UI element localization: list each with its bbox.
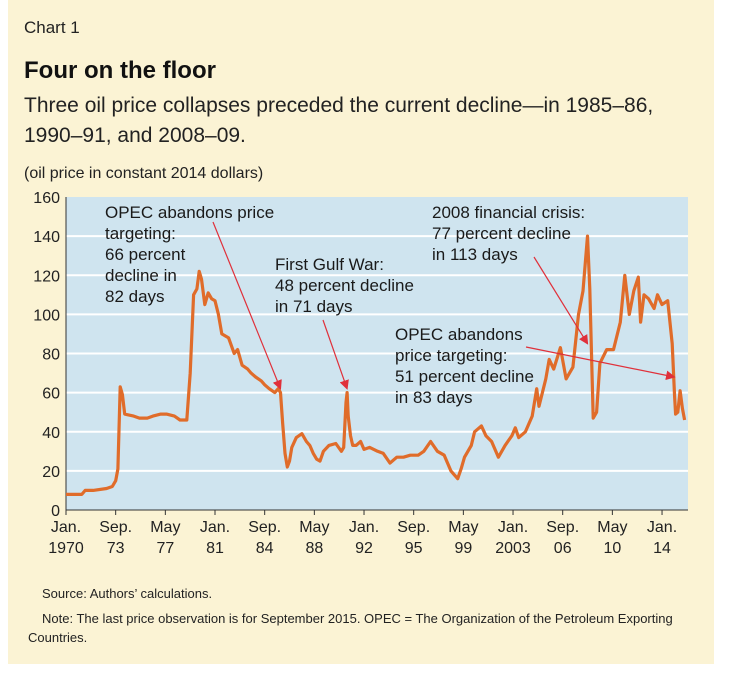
- annotation-arrow: [533, 256, 589, 345]
- x-tick-label-year: 95: [405, 540, 423, 557]
- line-chart: 0 20 40 60 80 100 120 140 160 Jan. 1970 Sep. 73 May 77…: [33, 190, 688, 557]
- x-tick-label-month: May: [597, 519, 627, 536]
- chart-panel: Chart 1 Four on the floor Three oil pric…: [8, 0, 714, 664]
- x-tick-label-year: 06: [554, 540, 572, 557]
- x-tick-label-year: 1970: [48, 540, 84, 557]
- x-tick-label-month: Sep.: [248, 519, 281, 536]
- unit-label: (oil price in constant 2014 dollars): [24, 165, 264, 182]
- x-tick-label-month: Sep.: [99, 519, 132, 536]
- x-tick-label-year: 81: [206, 540, 224, 557]
- footnote: Note: The last price observation is for …: [28, 611, 673, 645]
- x-tick-label-month: May: [150, 519, 180, 536]
- y-tick-label: 0: [51, 503, 60, 520]
- x-tick-label-year: 10: [603, 540, 621, 557]
- annotation-arrow: [525, 346, 676, 381]
- x-tick-label-month: Jan.: [498, 519, 528, 536]
- y-tick-label: 20: [42, 464, 60, 481]
- annotation-arrow: [212, 221, 282, 390]
- oil-price-line: [66, 234, 687, 496]
- x-tick-label-year: 84: [256, 540, 274, 557]
- annotation-text: OPEC abandons price targeting: 66 percent d…: [105, 203, 274, 306]
- y-tick-label: 60: [42, 386, 60, 403]
- x-tick-label-month: Jan.: [51, 519, 81, 536]
- y-tick-label: 140: [33, 229, 60, 246]
- x-tick-label-month: Sep.: [546, 519, 579, 536]
- annotation-arrow: [322, 319, 349, 390]
- chart-number: Chart 1: [24, 18, 80, 37]
- annotation-text: OPEC abandons price targeting: 51 percent …: [395, 325, 534, 407]
- x-tick-label-year: 99: [454, 540, 472, 557]
- x-tick-label-month: Sep.: [397, 519, 430, 536]
- x-tick-label-month: Jan.: [647, 519, 677, 536]
- x-tick-label-year: 92: [355, 540, 373, 557]
- x-tick-label-year: 88: [305, 540, 323, 557]
- annotation-text: 2008 financial crisis: 77 percent decline…: [432, 203, 585, 264]
- y-tick-label: 40: [42, 425, 60, 442]
- x-tick-label-month: May: [299, 519, 329, 536]
- x-tick-label-month: Jan.: [349, 519, 379, 536]
- chart-subtitle: Three oil price collapses preceded the c…: [24, 94, 654, 147]
- source-note: Source: Authors’ calculations.: [42, 586, 213, 601]
- x-tick-label-month: May: [448, 519, 478, 536]
- y-tick-label: 160: [33, 190, 60, 207]
- annotation-text: First Gulf War: 48 percent decline in 71 d…: [275, 255, 414, 316]
- x-tick-label-year: 2003: [495, 540, 531, 557]
- y-tick-label: 80: [42, 347, 60, 364]
- y-tick-label: 100: [33, 307, 60, 324]
- y-tick-label: 120: [33, 268, 60, 285]
- x-tick-label-month: Jan.: [200, 519, 230, 536]
- x-tick-label-year: 77: [156, 540, 174, 557]
- x-tick-label-year: 73: [107, 540, 125, 557]
- chart-title: Four on the floor: [24, 57, 216, 84]
- x-tick-label-year: 14: [653, 540, 671, 557]
